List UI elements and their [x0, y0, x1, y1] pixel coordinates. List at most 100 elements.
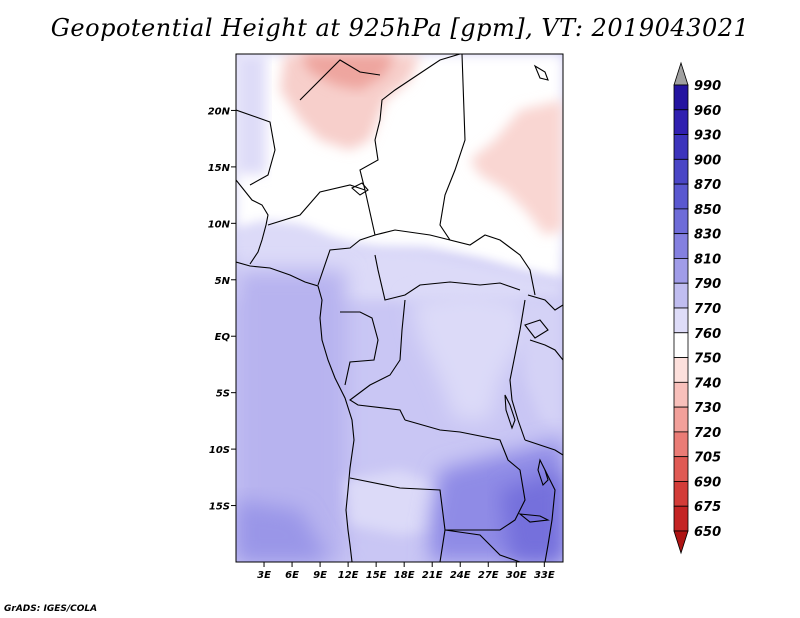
- colorbar-swatch: [673, 357, 689, 383]
- colorbar-label: 770: [694, 302, 721, 317]
- colorbar-swatch: [673, 332, 689, 358]
- border-great-lakes: [509, 299, 526, 441]
- map-frame: [235, 53, 564, 563]
- colorbar-label: 900: [694, 153, 721, 168]
- colorbar-label: 730: [694, 401, 721, 416]
- colorbar-swatch: [673, 183, 689, 210]
- border-angola-zambia: [349, 419, 526, 531]
- field-south-west: [236, 500, 330, 562]
- border-car-south: [374, 254, 521, 301]
- lake-victoria: [524, 319, 549, 339]
- colorbar-swatch: [673, 258, 689, 284]
- lake-kariba: [518, 513, 550, 523]
- colorbar-label: 650: [694, 525, 721, 540]
- lon-tick-label: 24E: [450, 570, 471, 581]
- colorbar-label: 960: [694, 104, 721, 119]
- lon-tick-label: 15E: [366, 570, 387, 581]
- lon-tick-label: 27E: [478, 570, 499, 581]
- lat-tick-label: 5N: [215, 276, 231, 287]
- field-south-east-core: [500, 470, 563, 562]
- lat-tick-label: 20N: [208, 106, 231, 117]
- lat-tick-label: 5S: [216, 389, 230, 400]
- lon-tick-label: 6E: [285, 570, 299, 581]
- map-title: Geopotential Height at 925hPa [gpm], VT:…: [50, 14, 750, 42]
- colorbar-swatch: [673, 109, 689, 135]
- lon-tick-label: 18E: [394, 570, 415, 581]
- colorbar-label: 870: [694, 178, 721, 193]
- border-niger-chad: [359, 54, 461, 191]
- lake-chad: [351, 182, 369, 196]
- lat-tick-label: EQ: [215, 332, 231, 343]
- lat-tick-label: 10N: [208, 219, 231, 230]
- red-sea-coast: [533, 64, 549, 81]
- field-pink-north: [280, 54, 420, 150]
- grads-credit: GrADS: IGES/COLA: [4, 604, 98, 614]
- colorbar-swatch: [673, 406, 689, 433]
- lon-tick-label: 30E: [506, 570, 527, 581]
- colorbar-swatch: [673, 505, 689, 532]
- border-tanzania: [524, 439, 563, 456]
- colorbar-swatch: [673, 84, 689, 111]
- colorbar-bottom-arrow: [673, 530, 689, 555]
- colorbar-swatch: [673, 208, 689, 235]
- lat-tick-label: 10S: [209, 445, 230, 456]
- colorbar-label: 750: [694, 352, 721, 367]
- border-gabon-congo: [340, 311, 379, 386]
- colorbar-label: 930: [694, 129, 721, 144]
- field-congo-light: [410, 290, 530, 420]
- colorbar-label: 720: [694, 426, 721, 441]
- field-pink-core: [300, 54, 395, 90]
- longitude-axis: 3E 6E 9E 12E 15E 18E 21E 24E 27E 30E 33E: [257, 562, 555, 581]
- colorbar-swatch: [673, 307, 689, 334]
- lon-tick-label: 21E: [422, 570, 443, 581]
- colorbar-label: 705: [694, 451, 721, 466]
- lon-tick-label: 3E: [257, 570, 271, 581]
- colorbar-swatch: [673, 134, 689, 160]
- country-borders: [236, 54, 563, 562]
- colorbar-label: 830: [694, 228, 721, 243]
- border-sudan: [439, 54, 536, 296]
- colorbar-swatch: [673, 233, 689, 259]
- colorbar-swatch: [673, 381, 689, 408]
- border-drc-west: [349, 299, 406, 421]
- colorbar-label: 790: [694, 277, 721, 292]
- colorbar: 990 960 930 900 870 850 830 810 790 770 760 750 740 7…: [673, 61, 721, 555]
- colorbar-swatch: [673, 431, 689, 458]
- colorbar-label: 675: [694, 500, 721, 515]
- colorbar-label: 760: [694, 327, 721, 342]
- colorbar-label: 850: [694, 203, 721, 218]
- colorbar-label: 990: [694, 79, 721, 94]
- border-kenya: [529, 339, 563, 361]
- colorbar-label: 740: [694, 376, 721, 391]
- lon-tick-label: 9E: [313, 570, 327, 581]
- colorbar-swatch: [673, 158, 689, 185]
- height-field: [236, 54, 563, 562]
- border-nigeria: [267, 184, 376, 286]
- latitude-axis: 20N 15N 10N 5N EQ 5S 10S 15S: [208, 106, 236, 513]
- border-uganda: [527, 294, 563, 311]
- colorbar-swatch: [673, 481, 689, 507]
- colorbar-label: 810: [694, 252, 721, 267]
- field-south-light: [345, 470, 440, 535]
- colorbar-top-arrow: [673, 61, 689, 86]
- colorbar-swatch: [673, 456, 689, 482]
- lon-tick-label: 33E: [534, 570, 555, 581]
- colorbar-swatch: [673, 282, 689, 309]
- lon-tick-label: 12E: [338, 570, 359, 581]
- northwest-coast: [236, 179, 269, 265]
- border-algeria: [299, 59, 381, 101]
- field-west-lav: [236, 54, 266, 174]
- field-pink-east: [470, 100, 563, 235]
- lat-tick-label: 15N: [208, 163, 231, 174]
- lat-tick-label: 15S: [209, 502, 230, 513]
- lake-malawi: [537, 458, 549, 487]
- border-namibia: [439, 529, 446, 562]
- border-mozambique: [544, 469, 556, 562]
- border-mali: [236, 109, 276, 186]
- border-botswana: [444, 529, 521, 562]
- atlantic-coast: [236, 261, 355, 562]
- colorbar-label: 690: [694, 475, 721, 490]
- lake-tanganyika: [504, 394, 516, 430]
- border-car-north: [374, 229, 451, 241]
